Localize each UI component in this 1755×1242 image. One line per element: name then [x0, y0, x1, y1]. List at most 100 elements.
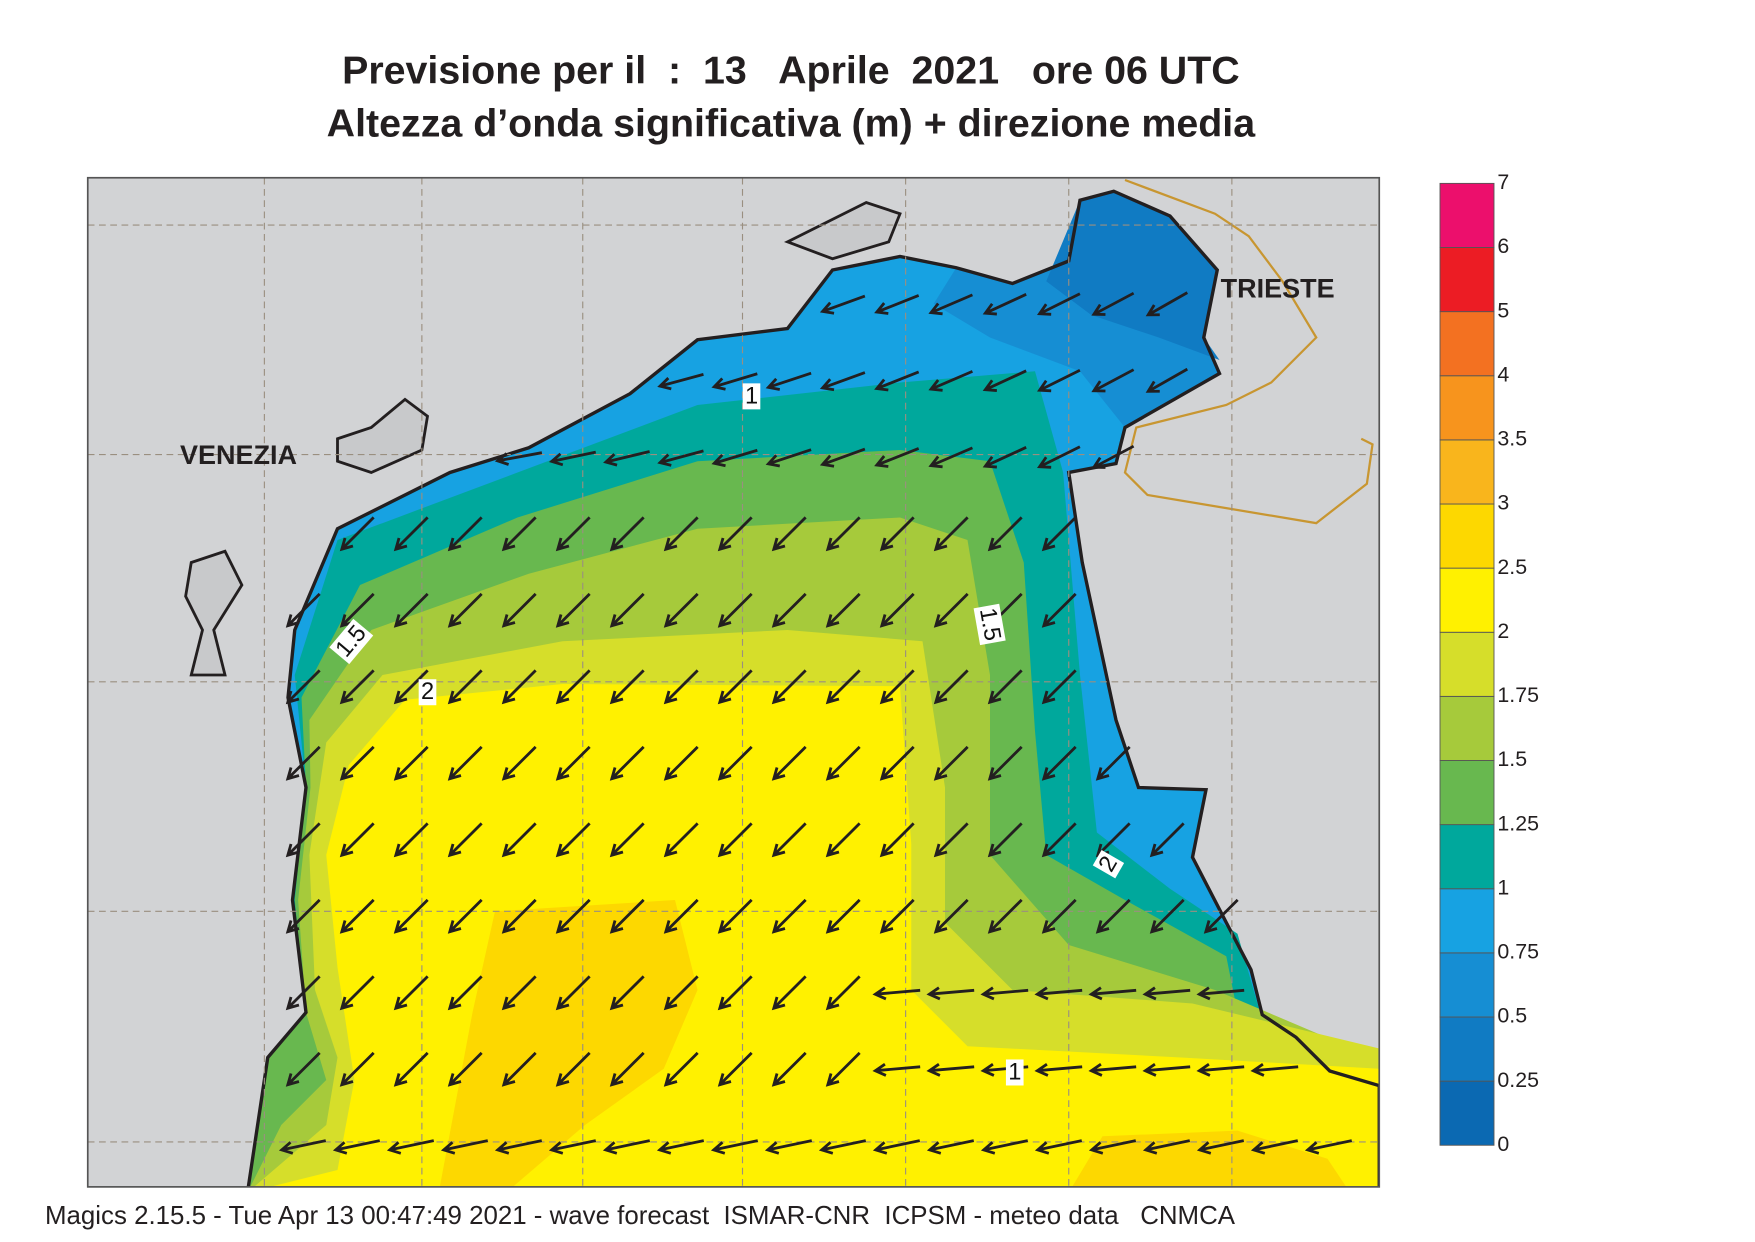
island [783, 200, 902, 261]
direction-arrow [819, 371, 866, 392]
direction-arrow [1095, 745, 1131, 781]
contour-label: 1 [742, 383, 761, 410]
contour-label-text: 1 [1008, 1059, 1021, 1085]
colorbar-tick-label: 2 [1497, 619, 1509, 643]
colorbar-tick-label: 6 [1497, 234, 1509, 258]
contour-label: 2 [418, 679, 437, 706]
place-label: VENEZIA [180, 440, 297, 470]
direction-arrow [987, 745, 1023, 781]
direction-arrow [717, 745, 753, 781]
direction-arrow [987, 669, 1023, 705]
direction-arrow [447, 898, 483, 934]
direction-arrow [1196, 986, 1245, 1001]
direction-arrow [825, 592, 861, 628]
colorbar-swatch [1439, 567, 1495, 633]
direction-arrow [879, 516, 915, 552]
direction-arrow [1196, 1063, 1245, 1077]
direction-arrow [1304, 1139, 1353, 1155]
border [1123, 178, 1374, 525]
direction-arrow [339, 1051, 375, 1087]
direction-arrow [825, 1051, 861, 1087]
island [184, 549, 244, 677]
direction-arrow [818, 1139, 867, 1155]
direction-arrow [447, 822, 483, 858]
contour-label-text: 2 [421, 679, 434, 705]
contour-label-bg [973, 603, 1006, 646]
direction-arrow [657, 372, 704, 391]
direction-arrow [609, 822, 645, 858]
colorbar-swatch [1439, 952, 1495, 1018]
direction-arrow [447, 1051, 483, 1087]
colorbar-swatch [1439, 631, 1495, 697]
direction-arrow [879, 745, 915, 781]
direction-arrow [1145, 367, 1189, 393]
colorbar-tick-label: 1.25 [1497, 811, 1539, 835]
direction-arrow [663, 592, 699, 628]
direction-arrow [879, 592, 915, 628]
title: Previsione per il : 13 Aprile 2021 ore 0… [342, 49, 1240, 93]
direction-arrow [1037, 292, 1081, 316]
direction-arrow [555, 1051, 591, 1087]
direction-arrow [982, 369, 1027, 392]
colorbar-tick-label: 0.5 [1497, 1004, 1527, 1028]
direction-arrow [764, 1139, 813, 1155]
direction-arrow [1196, 1139, 1245, 1155]
direction-arrow [609, 592, 645, 628]
direction-arrow [711, 448, 758, 468]
place-label: TRIESTE [1221, 273, 1335, 303]
direction-arrow [771, 669, 807, 705]
direction-arrow [609, 1051, 645, 1087]
direction-arrow [825, 516, 861, 552]
contour-label-text: 1 [745, 383, 758, 409]
direction-arrow [440, 1139, 489, 1155]
contour-label-bg [1005, 1059, 1024, 1086]
wave-height-area [1046, 191, 1220, 360]
colorbar-tick-label: 2.5 [1497, 555, 1527, 579]
direction-arrow [717, 822, 753, 858]
direction-arrow [872, 1139, 921, 1155]
direction-arrow [339, 745, 375, 781]
direction-arrow [825, 898, 861, 934]
colorbar-tick-label: 3 [1497, 491, 1509, 515]
direction-arrow [501, 516, 537, 552]
direction-arrow [928, 446, 973, 469]
direction-arrow [555, 975, 591, 1011]
direction-arrow [663, 975, 699, 1011]
direction-arrow [501, 745, 537, 781]
contour-label-bg [329, 618, 374, 665]
direction-arrow [501, 822, 537, 858]
direction-arrow [819, 447, 866, 468]
colorbar-swatch [1439, 824, 1495, 890]
direction-arrow [717, 975, 753, 1011]
direction-arrow [1145, 291, 1189, 317]
direction-arrow [771, 1051, 807, 1087]
direction-arrow [872, 986, 921, 1001]
colorbar-swatch [1439, 695, 1495, 761]
direction-arrow [765, 371, 812, 391]
colorbar-tick-label: 1.5 [1497, 747, 1527, 771]
direction-arrow [771, 516, 807, 552]
colorbar-tick-label: 0 [1497, 1132, 1509, 1156]
direction-arrow [711, 372, 758, 391]
direction-arrow [987, 516, 1023, 552]
direction-arrow [1041, 745, 1077, 781]
footer: Magics 2.15.5 - Tue Apr 13 00:47:49 2021… [45, 1202, 1236, 1230]
direction-arrow [555, 822, 591, 858]
direction-arrow [1041, 516, 1077, 552]
direction-arrow [285, 975, 321, 1011]
direction-arrow [657, 449, 704, 467]
direction-arrow [663, 745, 699, 781]
direction-arrow [339, 822, 375, 858]
direction-arrow [1203, 898, 1239, 934]
colorbar-tick-label: 7 [1497, 170, 1509, 194]
colorbar-swatch [1439, 888, 1495, 954]
direction-arrow [717, 669, 753, 705]
direction-arrow [1142, 986, 1191, 1001]
direction-arrow [926, 1139, 975, 1155]
colorbar-swatch [1439, 439, 1495, 505]
direction-arrow [393, 975, 429, 1011]
direction-arrow [1095, 898, 1131, 934]
direction-arrow [393, 516, 429, 552]
direction-arrow [933, 669, 969, 705]
direction-arrow [982, 446, 1027, 469]
